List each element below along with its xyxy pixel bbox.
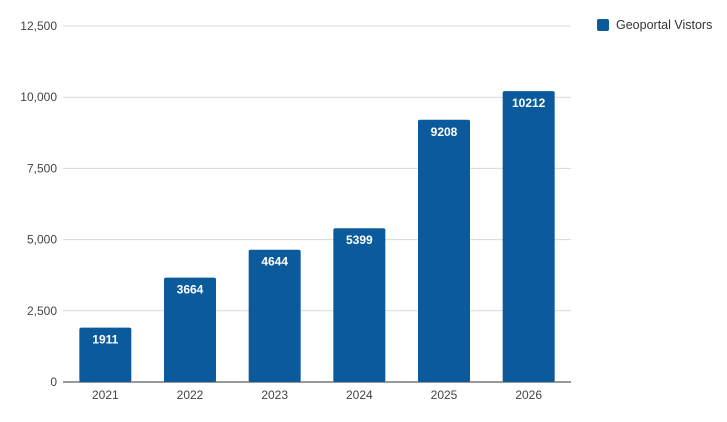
- y-tick-label: 10,000: [20, 90, 57, 104]
- x-tick-label: 2024: [346, 388, 373, 402]
- legend: Geoportal Vistors: [597, 18, 712, 32]
- bar: [502, 91, 555, 383]
- bar-value-label: 3664: [177, 283, 204, 297]
- y-tick-label: 5,000: [27, 233, 57, 247]
- bar-value-label: 5399: [346, 233, 373, 247]
- bar-value-label: 10212: [512, 96, 546, 110]
- x-tick-label: 2026: [515, 388, 542, 402]
- bar-value-label: 1911: [92, 333, 118, 347]
- bar: [164, 277, 216, 382]
- y-tick-label: 2,500: [27, 304, 57, 318]
- bar: [79, 327, 132, 382]
- bar: [333, 228, 386, 382]
- x-tick-label: 2025: [431, 388, 458, 402]
- legend-swatch: [597, 19, 609, 31]
- bar-value-label: 9208: [431, 125, 458, 139]
- x-tick-label: 2021: [92, 388, 119, 402]
- bar: [248, 249, 301, 382]
- bar: [418, 119, 470, 382]
- y-tick-label: 12,500: [20, 19, 57, 33]
- y-tick-label: 7,500: [27, 161, 57, 175]
- x-tick-label: 2023: [261, 388, 288, 402]
- x-tick-label: 2022: [177, 388, 204, 402]
- bar-value-label: 4644: [261, 255, 288, 269]
- y-tick-label: 0: [50, 375, 57, 389]
- legend-label: Geoportal Vistors: [616, 18, 713, 32]
